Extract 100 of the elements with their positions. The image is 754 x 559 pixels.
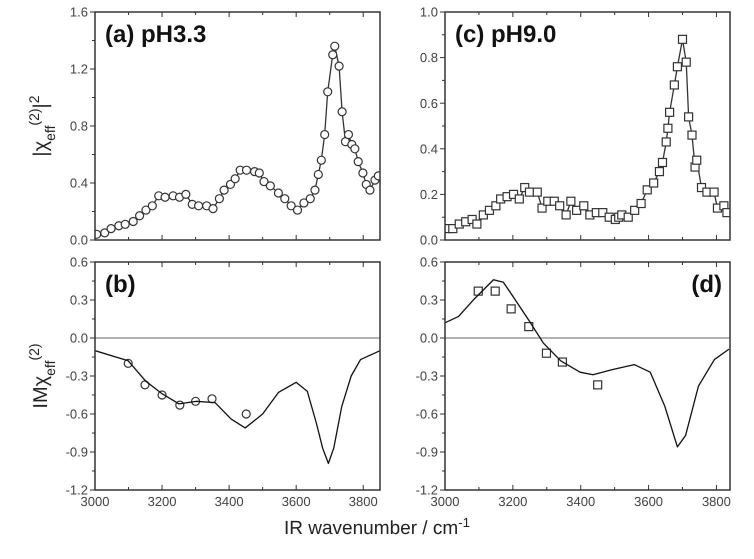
y-tick-label: -0.9 <box>416 444 438 460</box>
point <box>100 228 110 238</box>
line-series <box>95 350 380 464</box>
y-tick-label: 1.6 <box>70 4 88 20</box>
point <box>542 348 552 358</box>
x-tick-label: 3600 <box>634 494 664 509</box>
point <box>682 58 691 67</box>
y-tick-label: 0.6 <box>70 254 88 270</box>
y-tick-label: 0.0 <box>420 330 438 346</box>
point <box>320 130 330 140</box>
point <box>242 166 252 175</box>
point <box>506 304 516 314</box>
chart-title: (b) <box>105 271 136 298</box>
x-axis-title: IR wavenumber / cm$^{-1}$ <box>284 514 470 539</box>
y-tick-label: 1.0 <box>420 4 438 20</box>
point <box>266 181 275 190</box>
point <box>120 220 130 229</box>
point <box>316 156 326 165</box>
point <box>684 112 694 122</box>
chart-title: (d) <box>691 271 722 298</box>
point <box>665 108 674 117</box>
point <box>230 174 240 184</box>
x-tick-label: 3200 <box>148 494 177 509</box>
point <box>274 188 284 198</box>
point <box>194 201 204 210</box>
point <box>226 180 236 190</box>
x-tick-label: 3200 <box>498 494 528 509</box>
point <box>314 170 323 180</box>
point <box>160 192 170 202</box>
point <box>663 124 673 133</box>
point <box>555 201 564 210</box>
point <box>472 219 482 229</box>
chart-title: (a) pH3.3 <box>105 21 206 48</box>
point <box>662 137 671 147</box>
x-tick-label: 3800 <box>702 494 731 509</box>
point <box>310 186 320 195</box>
point <box>562 210 571 220</box>
point <box>709 188 719 197</box>
point <box>214 194 224 204</box>
point <box>286 201 296 210</box>
y-tick-label: 0.6 <box>420 96 438 111</box>
y-tick-label: 0.0 <box>70 330 88 346</box>
y-tick-label: -0.3 <box>416 368 438 384</box>
y-tick-label: 0.8 <box>420 50 438 66</box>
point <box>323 87 332 96</box>
point <box>219 186 229 195</box>
y-tick-label: 0.3 <box>420 292 438 308</box>
y-tick-label: 0.4 <box>70 176 88 191</box>
y-tick-label: 0.0 <box>70 232 88 248</box>
point <box>687 130 697 140</box>
point <box>141 205 151 215</box>
point <box>658 158 668 168</box>
point <box>692 156 702 165</box>
x-tick-label: 3400 <box>566 494 596 509</box>
point <box>490 286 500 296</box>
point <box>672 62 682 72</box>
point <box>148 201 157 210</box>
point <box>306 194 315 204</box>
x-tick-label: 3800 <box>348 494 378 509</box>
point <box>514 194 524 204</box>
y-tick-label: 0.4 <box>420 141 438 156</box>
point <box>280 194 290 204</box>
point <box>624 212 633 222</box>
point <box>566 196 576 206</box>
point <box>642 185 652 194</box>
y-tick-label: 0.6 <box>420 254 438 270</box>
point <box>208 204 218 214</box>
point <box>134 211 144 220</box>
point <box>106 224 116 234</box>
point <box>630 206 640 215</box>
y-tick-label: 0.3 <box>70 292 88 308</box>
point <box>242 409 251 419</box>
point <box>649 178 658 188</box>
chart-title: (c) pH9.0 <box>455 21 556 48</box>
point <box>670 80 679 90</box>
point <box>636 198 646 208</box>
point <box>678 34 688 44</box>
point <box>328 50 338 60</box>
y-tick-label: 0.8 <box>70 118 88 134</box>
point <box>354 157 363 166</box>
point <box>330 42 340 51</box>
point <box>654 167 664 176</box>
y-tick-label: -0.6 <box>416 406 438 422</box>
point <box>299 198 308 208</box>
point <box>334 62 344 71</box>
point <box>532 188 542 197</box>
point <box>358 168 368 178</box>
point <box>350 144 360 154</box>
y-tick-label: 1.2 <box>70 62 88 77</box>
point <box>181 190 190 199</box>
point <box>344 130 354 140</box>
point <box>254 168 264 178</box>
point <box>259 176 269 186</box>
point <box>338 107 347 116</box>
point <box>722 208 730 218</box>
x-tick-label: 3600 <box>282 494 311 509</box>
x-tick-label: 3400 <box>214 494 244 509</box>
point <box>593 380 602 390</box>
y-tick-label: -0.6 <box>66 406 88 422</box>
point <box>292 205 302 215</box>
